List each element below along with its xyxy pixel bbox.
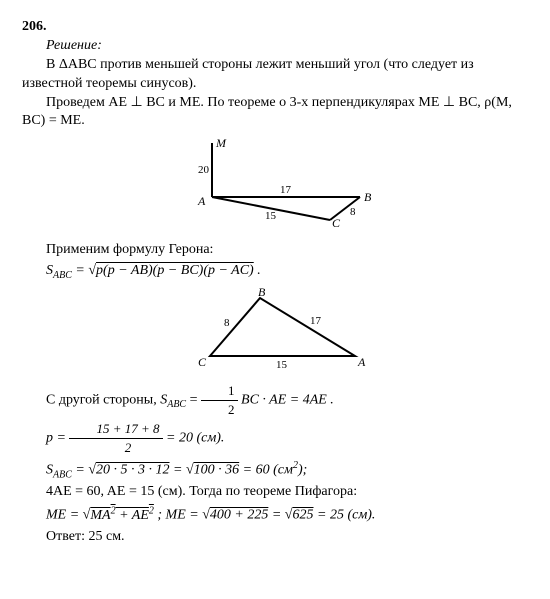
p5-lhs: p = — [46, 431, 69, 446]
me-calc: ME = √MA2 + AE2 ; ME = √400 + 225 = √625… — [22, 504, 528, 526]
heron-tail: . — [254, 263, 261, 278]
fig1-17: 17 — [280, 184, 292, 196]
fig2-A: A — [357, 355, 366, 369]
p8-b2: + AE — [116, 508, 149, 523]
p6-d: = 60 (см — [239, 462, 293, 477]
paragraph-1: В ΔABC против меньшей стороны лежит мень… — [22, 56, 528, 94]
p8-f: 625 — [293, 508, 314, 523]
fig1-M: M — [215, 136, 227, 150]
s-calc: SABC = √20 · 5 · 3 · 12 = √100 · 36 = 60… — [22, 459, 528, 482]
p6-a: = √ — [72, 462, 96, 477]
fig2-17: 17 — [310, 315, 322, 327]
p8-b1: MA — [90, 508, 110, 523]
answer: Ответ: 25 см. — [22, 528, 528, 547]
heron-sub: ABC — [53, 270, 72, 281]
p4-tail: BC · AE = 4AE . — [238, 393, 334, 408]
heron-formula: SABC = √p(p − AB)(p − BC)(p − AC) . — [22, 262, 528, 282]
p4-sub: ABC — [167, 399, 186, 410]
fig1-B: B — [364, 190, 372, 204]
fig1-C: C — [332, 216, 341, 230]
p6-b1: 20 · 5 · 3 · 12 — [96, 462, 170, 477]
p4-eq: = — [186, 393, 201, 408]
p8-e: = √ — [268, 508, 292, 523]
paragraph-3: Применим формулу Герона: — [22, 241, 528, 260]
p8-g: = 25 (см). — [314, 508, 376, 523]
p6-e: ); — [298, 462, 307, 477]
heron-eq: = √ — [72, 263, 96, 278]
p6-sub: ABC — [53, 469, 72, 480]
p6-b2: 100 · 36 — [194, 462, 240, 477]
paragraph-7: 4AE = 60, AE = 15 (см). Тогда по теореме… — [22, 483, 528, 502]
p8-d: 400 + 225 — [210, 508, 268, 523]
fig2-C: C — [198, 355, 207, 369]
p5-den: 2 — [69, 439, 162, 457]
p6-c: = √ — [170, 462, 194, 477]
fig1-15: 15 — [265, 210, 277, 222]
p6-S: S — [46, 462, 53, 477]
p5-num: 15 + 17 + 8 — [69, 420, 162, 439]
p4-a: С другой стороны, — [46, 393, 160, 408]
fig1-A: A — [197, 194, 206, 208]
solution-heading: Решение: — [22, 37, 528, 56]
figure-2: B C A 8 17 15 — [22, 286, 528, 378]
fig1-8: 8 — [350, 206, 356, 218]
p4-den: 2 — [201, 401, 238, 419]
other-side-line: С другой стороны, SABC = 12 BC · AE = 4A… — [22, 382, 528, 418]
fig2-B: B — [258, 286, 266, 299]
heron-body: p(p − AB)(p − BC)(p − AC) — [96, 263, 254, 278]
p5-tail: = 20 (см). — [163, 431, 225, 446]
paragraph-2: Проведем AE ⊥ BC и ME. По теореме о 3-х … — [22, 94, 528, 132]
p8-a: ME = √ — [46, 508, 90, 523]
figure-1: M A B C 20 17 15 8 — [22, 135, 528, 237]
p8-c: ; ME = √ — [154, 508, 210, 523]
fig1-20: 20 — [198, 164, 210, 176]
problem-number: 206. — [22, 18, 528, 37]
p-calc: p = 15 + 17 + 82 = 20 (см). — [22, 420, 528, 456]
fig2-8: 8 — [224, 317, 230, 329]
p4-num: 1 — [201, 382, 238, 401]
heron-S: S — [46, 263, 53, 278]
fig2-15: 15 — [276, 359, 288, 371]
